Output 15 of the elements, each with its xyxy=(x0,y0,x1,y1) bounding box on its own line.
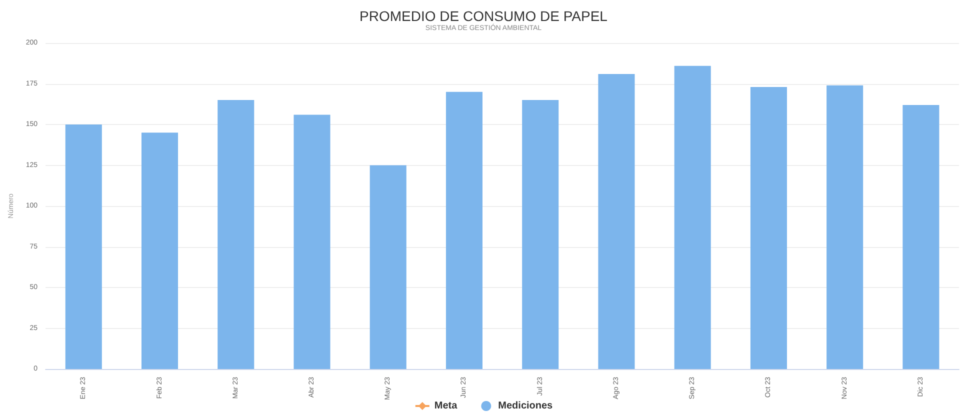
bar xyxy=(674,66,711,369)
chart-title: PROMEDIO DE CONSUMO DE PAPEL xyxy=(360,8,608,24)
bar xyxy=(65,124,102,369)
bar xyxy=(522,100,559,369)
bar xyxy=(826,85,864,369)
bar xyxy=(218,100,254,369)
bar xyxy=(446,92,482,369)
legend-label: Meta xyxy=(434,400,458,412)
bar xyxy=(294,114,330,369)
bar xyxy=(598,74,635,369)
bar xyxy=(902,104,940,369)
legend-label: Mediciones xyxy=(498,400,554,412)
bar xyxy=(750,87,787,369)
bar xyxy=(141,132,178,369)
bar xyxy=(370,165,406,369)
